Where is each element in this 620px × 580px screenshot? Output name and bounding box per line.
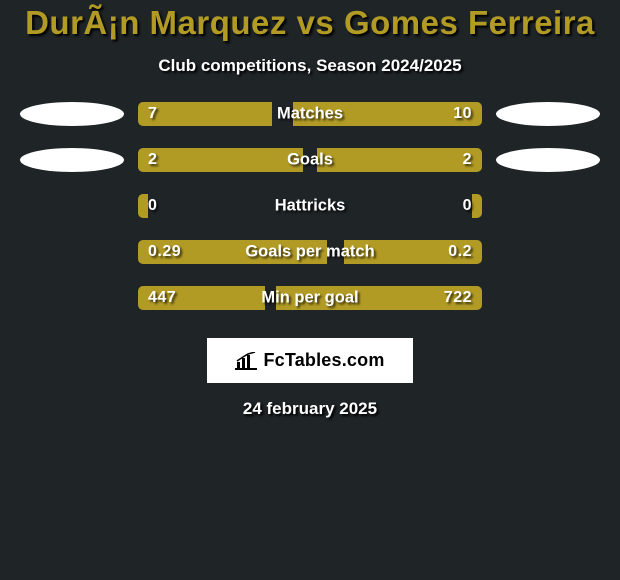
comparison-card: DurÃ¡n Marquez vs Gomes Ferreira Club co…	[0, 0, 620, 419]
stat-bar-left	[138, 102, 272, 126]
stat-bar-left	[138, 194, 148, 218]
stat-value-left: 447	[148, 289, 176, 307]
stat-bar: 0 0 Hattricks	[138, 194, 482, 218]
brand-text: FcTables.com	[263, 350, 384, 371]
stat-label: Min per goal	[261, 289, 358, 308]
stat-bar-right	[317, 148, 482, 172]
stat-bar: 2 2 Goals	[138, 148, 482, 172]
stat-bar-left	[138, 148, 303, 172]
stat-value-right: 0.2	[448, 243, 472, 261]
player-badge-right	[496, 148, 600, 172]
stat-value-right: 2	[463, 151, 472, 169]
page-title: DurÃ¡n Marquez vs Gomes Ferreira	[0, 4, 620, 42]
player-badge-left	[20, 148, 124, 172]
stat-bar-right	[472, 194, 482, 218]
stat-bar: 447 722 Min per goal	[138, 286, 482, 310]
stat-value-left: 7	[148, 105, 157, 123]
date-text: 24 february 2025	[0, 399, 620, 419]
stat-value-right: 10	[453, 105, 472, 123]
player-badge-right	[496, 102, 600, 126]
stat-bar: 7 10 Matches	[138, 102, 482, 126]
stat-label: Goals	[287, 151, 333, 170]
stat-value-right: 722	[444, 289, 472, 307]
stat-value-right: 0	[463, 197, 472, 215]
stat-label: Matches	[277, 105, 343, 124]
stat-label: Hattricks	[275, 197, 346, 216]
stat-value-left: 2	[148, 151, 157, 169]
stat-row: 2 2 Goals	[0, 148, 620, 172]
stat-label: Goals per match	[245, 243, 374, 262]
stat-row: 447 722 Min per goal	[0, 286, 620, 310]
player-badge-left	[20, 102, 124, 126]
stat-row: 0 0 Hattricks	[0, 194, 620, 218]
chart-icon	[235, 352, 257, 370]
page-subtitle: Club competitions, Season 2024/2025	[0, 56, 620, 76]
stats-area: 7 10 Matches 2 2 Goals 0 0 Hattricks 0.29 0.2 Goals…	[0, 102, 620, 310]
stat-row: 0.29 0.2 Goals per match	[0, 240, 620, 264]
stat-value-left: 0	[148, 197, 157, 215]
stat-bar: 0.29 0.2 Goals per match	[138, 240, 482, 264]
stat-value-left: 0.29	[148, 243, 181, 261]
stat-row: 7 10 Matches	[0, 102, 620, 126]
brand-badge[interactable]: FcTables.com	[207, 338, 412, 383]
